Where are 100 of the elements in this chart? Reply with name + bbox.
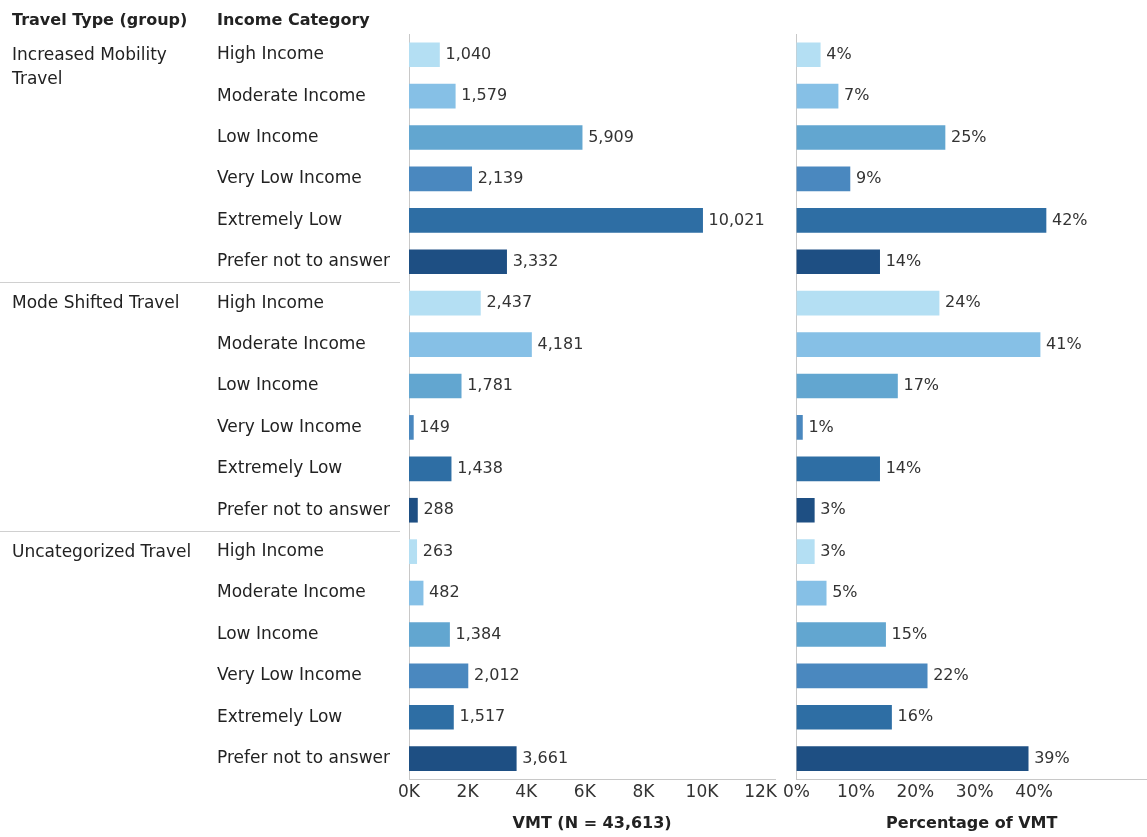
text: Income Category	[217, 9, 370, 31]
data-label: 5,909	[588, 126, 634, 146]
bar	[409, 332, 532, 357]
data-label: 24%	[945, 292, 981, 312]
x-tick-label: 10K	[685, 781, 720, 802]
y-tick-label: Extremely Low	[217, 705, 343, 726]
x-axis-title: Percentage of VMT	[886, 812, 1058, 832]
data-label: 2,437	[486, 292, 533, 312]
bar	[409, 42, 440, 68]
bar	[796, 415, 803, 440]
bar	[796, 704, 892, 730]
bar	[409, 746, 517, 772]
bar	[409, 249, 507, 275]
data-label: 17%	[903, 375, 940, 395]
y-tick-label: Very Low Income	[217, 664, 362, 685]
y-tick-label: High Income	[217, 43, 325, 64]
x-axis-title: VMT (N = 43,613)	[512, 812, 672, 832]
y-tick-label: Low Income	[217, 374, 319, 395]
bar	[409, 208, 703, 233]
bar	[796, 622, 886, 647]
y-tick-label: Extremely Low	[217, 457, 343, 478]
y-tick-label: Very Low Income	[217, 415, 362, 436]
x-tick-label: 30%	[955, 781, 994, 802]
text: Mode Shifted Travel	[12, 291, 181, 315]
bar	[409, 415, 414, 440]
bar	[796, 208, 1047, 233]
data-label: 4%	[826, 43, 852, 63]
text: Uncategorized Travel	[12, 539, 193, 563]
data-label: 14%	[885, 457, 922, 477]
data-label: 9%	[855, 168, 882, 188]
data-label: 482	[429, 582, 460, 602]
x-tick-label: 20%	[896, 781, 935, 802]
data-label: 3%	[820, 540, 846, 560]
bar	[409, 373, 462, 399]
bar	[796, 290, 940, 316]
data-label: 41%	[1046, 333, 1082, 353]
data-label: 10,021	[708, 209, 765, 229]
y-tick-label: High Income	[217, 291, 325, 312]
data-label: 39%	[1034, 747, 1070, 767]
text: Increased Mobility Travel	[12, 42, 168, 90]
bar	[409, 166, 473, 192]
bar	[409, 290, 481, 316]
y-tick-label: Moderate Income	[217, 333, 366, 354]
y-tick-label: Prefer not to answer	[217, 498, 390, 519]
data-label: 1,781	[467, 375, 513, 395]
x-tick-label: 2K	[456, 781, 480, 802]
bar	[796, 580, 827, 606]
bar	[409, 663, 469, 689]
x-tick-label: 12K	[744, 781, 778, 802]
data-label: 1,517	[459, 706, 506, 726]
y-tick-label: Prefer not to answer	[217, 250, 390, 271]
x-tick-label: 0K	[398, 781, 421, 802]
data-label: 1,040	[445, 43, 492, 63]
bar	[796, 456, 880, 482]
data-label: 5%	[832, 582, 858, 602]
bar	[409, 125, 583, 150]
y-tick-label: Moderate Income	[217, 84, 366, 105]
bar	[409, 497, 418, 523]
x-tick-label: 10%	[837, 781, 875, 802]
data-label: 2,139	[477, 168, 524, 188]
bar	[409, 622, 450, 647]
y-tick-label: Low Income	[217, 622, 319, 643]
y-tick-label: High Income	[217, 540, 325, 561]
bar	[796, 332, 1041, 357]
bar	[796, 249, 880, 275]
x-tick-label: 40%	[1015, 781, 1054, 802]
x-tick-label: 6K	[573, 781, 597, 802]
data-label: 1,384	[455, 623, 502, 643]
y-tick-label: Moderate Income	[217, 581, 366, 602]
data-label: 22%	[933, 665, 969, 685]
bar	[796, 83, 839, 109]
bar	[796, 125, 946, 150]
bar	[409, 83, 456, 109]
data-label: 2,012	[473, 665, 520, 685]
x-tick-label: 8K	[632, 781, 656, 802]
data-label: 263	[422, 540, 454, 560]
bar	[796, 166, 851, 192]
data-label: 14%	[885, 250, 922, 270]
bar	[796, 42, 821, 68]
bar	[409, 539, 418, 564]
y-tick-label: Prefer not to answer	[217, 747, 390, 768]
bar	[796, 746, 1029, 772]
data-label: 7%	[844, 85, 870, 105]
bar	[796, 539, 815, 564]
bar	[409, 456, 452, 482]
data-label: 1%	[808, 416, 834, 436]
data-label: 3,661	[522, 747, 569, 767]
y-tick-label: Extremely Low	[217, 208, 343, 229]
data-label: 1,438	[457, 457, 503, 477]
bar	[409, 704, 454, 730]
data-label: 288	[423, 499, 454, 519]
text: Travel Type (group)	[12, 9, 188, 31]
x-tick-label: 4K	[515, 781, 539, 802]
bar	[796, 373, 898, 399]
data-label: 16%	[897, 706, 934, 726]
data-label: 25%	[951, 126, 987, 146]
bar	[796, 663, 928, 689]
data-label: 149	[419, 416, 450, 436]
data-label: 3%	[820, 499, 846, 519]
bar	[796, 497, 815, 523]
